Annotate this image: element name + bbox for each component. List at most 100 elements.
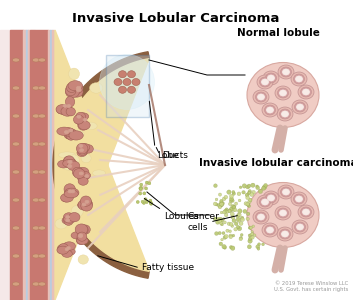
Ellipse shape (38, 170, 46, 174)
Ellipse shape (237, 214, 240, 217)
Ellipse shape (248, 226, 251, 229)
Ellipse shape (221, 238, 223, 241)
Ellipse shape (247, 191, 250, 195)
Ellipse shape (237, 226, 242, 231)
Ellipse shape (79, 225, 88, 235)
Ellipse shape (219, 201, 223, 205)
Ellipse shape (225, 208, 228, 211)
Ellipse shape (78, 121, 90, 130)
Ellipse shape (61, 194, 71, 202)
Ellipse shape (216, 220, 220, 224)
Ellipse shape (247, 200, 251, 204)
Ellipse shape (264, 184, 268, 187)
Ellipse shape (63, 242, 76, 250)
Ellipse shape (72, 167, 83, 177)
Ellipse shape (281, 67, 292, 77)
Ellipse shape (237, 192, 241, 196)
Ellipse shape (55, 219, 67, 229)
Ellipse shape (229, 197, 234, 201)
Ellipse shape (12, 254, 19, 258)
Ellipse shape (247, 62, 319, 128)
Ellipse shape (38, 282, 46, 286)
Ellipse shape (65, 85, 76, 96)
Ellipse shape (68, 155, 79, 166)
Polygon shape (23, 30, 26, 300)
Ellipse shape (236, 217, 240, 222)
Ellipse shape (66, 219, 70, 222)
Ellipse shape (275, 206, 291, 220)
Ellipse shape (83, 122, 97, 130)
Ellipse shape (247, 204, 249, 207)
Ellipse shape (75, 224, 88, 235)
Ellipse shape (56, 105, 69, 114)
Ellipse shape (83, 118, 87, 121)
Ellipse shape (224, 195, 228, 199)
Ellipse shape (220, 200, 223, 203)
Ellipse shape (240, 233, 243, 236)
Ellipse shape (303, 89, 310, 95)
Ellipse shape (213, 202, 217, 206)
Ellipse shape (149, 202, 152, 205)
Ellipse shape (277, 227, 293, 241)
Ellipse shape (268, 75, 275, 81)
Ellipse shape (292, 220, 308, 234)
Polygon shape (26, 30, 28, 300)
Ellipse shape (80, 200, 92, 208)
Ellipse shape (223, 221, 226, 224)
Ellipse shape (281, 231, 288, 237)
Ellipse shape (68, 160, 72, 164)
Polygon shape (30, 30, 48, 300)
Ellipse shape (213, 217, 217, 221)
Ellipse shape (239, 221, 243, 225)
Ellipse shape (239, 237, 243, 241)
Ellipse shape (78, 255, 88, 264)
Text: Lobules: Lobules (164, 212, 199, 221)
Ellipse shape (251, 236, 254, 239)
Ellipse shape (222, 218, 225, 220)
Ellipse shape (229, 230, 232, 233)
Ellipse shape (148, 182, 151, 185)
Ellipse shape (70, 130, 84, 138)
Ellipse shape (64, 188, 79, 197)
Polygon shape (0, 30, 35, 300)
Ellipse shape (253, 90, 269, 104)
Ellipse shape (222, 232, 225, 235)
Ellipse shape (63, 104, 67, 107)
Ellipse shape (57, 246, 69, 254)
Ellipse shape (241, 218, 245, 221)
Ellipse shape (234, 202, 238, 205)
Ellipse shape (64, 156, 74, 167)
Ellipse shape (262, 186, 265, 190)
Ellipse shape (238, 209, 242, 213)
Ellipse shape (114, 79, 122, 86)
Ellipse shape (225, 213, 228, 217)
Ellipse shape (139, 192, 142, 195)
Ellipse shape (65, 130, 75, 139)
Ellipse shape (247, 245, 251, 249)
Ellipse shape (68, 68, 79, 80)
Ellipse shape (57, 245, 67, 254)
Ellipse shape (12, 58, 19, 62)
Ellipse shape (80, 225, 90, 234)
Ellipse shape (62, 160, 77, 170)
Ellipse shape (280, 109, 291, 119)
Ellipse shape (77, 237, 88, 244)
Ellipse shape (64, 130, 68, 134)
Ellipse shape (262, 223, 278, 237)
Ellipse shape (265, 73, 276, 83)
Ellipse shape (143, 192, 146, 195)
Text: Invasive lobular carcinoma: Invasive lobular carcinoma (199, 158, 353, 168)
Ellipse shape (262, 199, 269, 205)
Ellipse shape (80, 202, 90, 209)
Polygon shape (55, 30, 149, 300)
Ellipse shape (242, 190, 245, 194)
Ellipse shape (257, 248, 260, 250)
Ellipse shape (251, 232, 254, 236)
Ellipse shape (252, 190, 256, 194)
Ellipse shape (297, 104, 304, 110)
Polygon shape (48, 30, 50, 300)
Ellipse shape (67, 161, 80, 170)
Ellipse shape (61, 106, 74, 116)
Ellipse shape (223, 236, 227, 239)
Ellipse shape (60, 194, 73, 202)
